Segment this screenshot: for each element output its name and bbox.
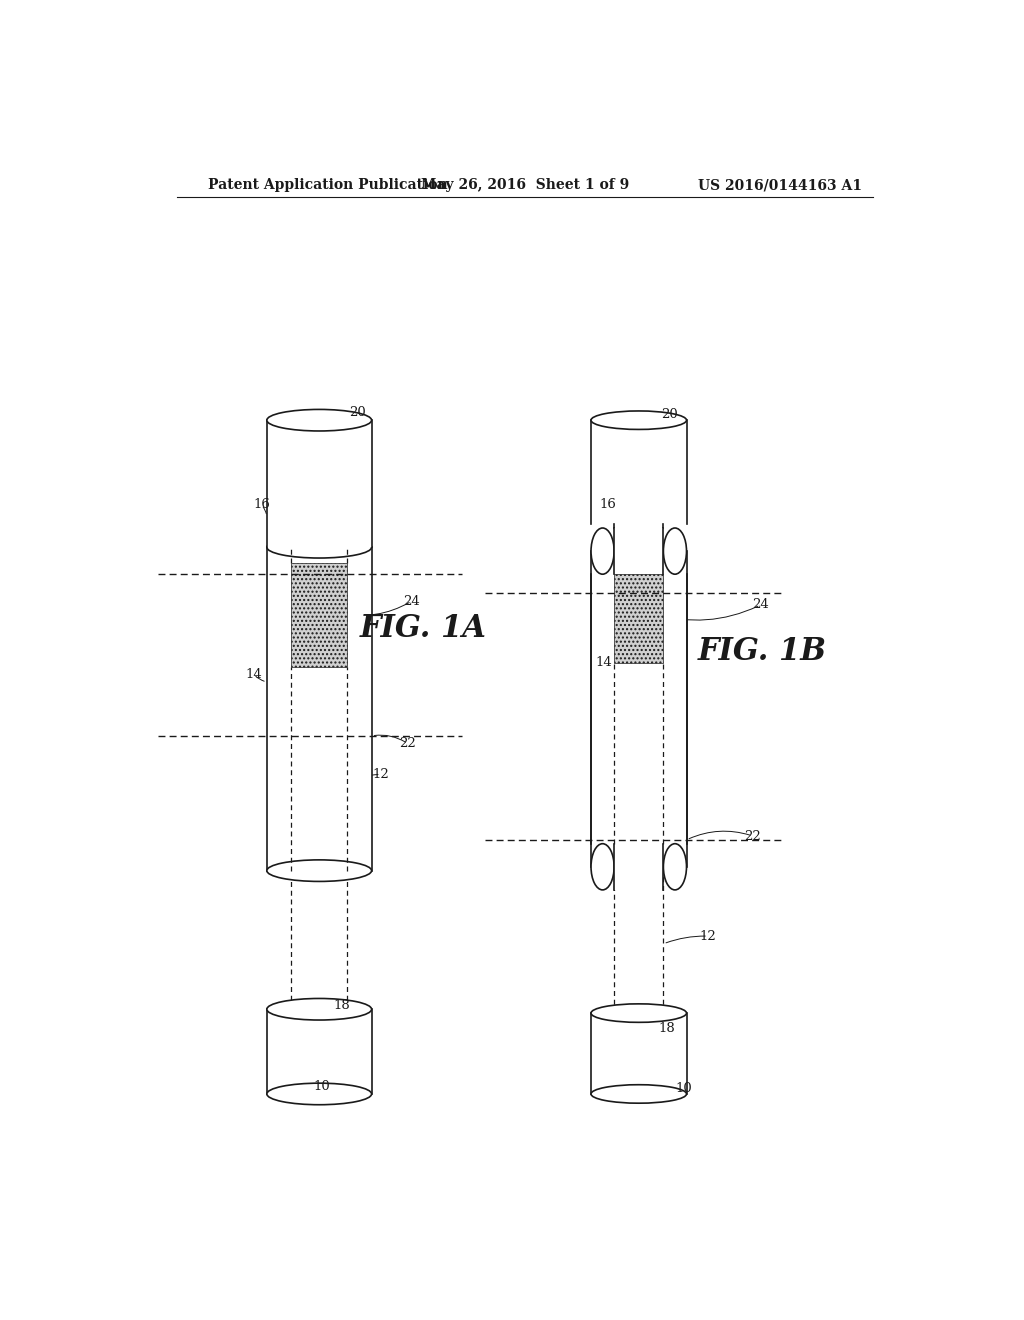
Polygon shape — [267, 420, 372, 548]
Text: 24: 24 — [752, 598, 769, 611]
Text: 10: 10 — [675, 1082, 692, 1096]
Polygon shape — [614, 574, 664, 663]
Text: 18: 18 — [334, 999, 350, 1012]
Ellipse shape — [591, 1003, 686, 1022]
Polygon shape — [591, 552, 686, 867]
Polygon shape — [267, 548, 372, 871]
Text: 12: 12 — [699, 929, 717, 942]
Text: 18: 18 — [658, 1022, 675, 1035]
Text: May 26, 2016  Sheet 1 of 9: May 26, 2016 Sheet 1 of 9 — [421, 178, 629, 193]
Text: 22: 22 — [399, 737, 416, 750]
Polygon shape — [614, 843, 664, 890]
Text: 20: 20 — [662, 408, 678, 421]
Polygon shape — [614, 528, 664, 574]
Text: US 2016/0144163 A1: US 2016/0144163 A1 — [698, 178, 862, 193]
Ellipse shape — [591, 1085, 686, 1104]
Text: 24: 24 — [403, 594, 420, 607]
Text: 14: 14 — [246, 668, 262, 681]
Text: 16: 16 — [253, 499, 270, 511]
Ellipse shape — [664, 528, 686, 574]
Ellipse shape — [267, 859, 372, 882]
Text: 10: 10 — [313, 1080, 330, 1093]
Polygon shape — [292, 562, 347, 667]
Text: 12: 12 — [373, 768, 389, 781]
Polygon shape — [267, 1010, 372, 1094]
Text: FIG. 1A: FIG. 1A — [359, 612, 486, 644]
Text: Patent Application Publication: Patent Application Publication — [208, 178, 447, 193]
Ellipse shape — [267, 1084, 372, 1105]
Text: 14: 14 — [596, 656, 612, 669]
Ellipse shape — [591, 843, 614, 890]
Polygon shape — [614, 524, 664, 528]
Text: 16: 16 — [599, 499, 616, 511]
Text: 20: 20 — [349, 407, 367, 418]
Text: FIG. 1B: FIG. 1B — [697, 636, 826, 667]
Ellipse shape — [664, 843, 686, 890]
Ellipse shape — [267, 409, 372, 430]
Ellipse shape — [591, 528, 614, 574]
Ellipse shape — [267, 998, 372, 1020]
Text: 22: 22 — [744, 829, 761, 842]
Polygon shape — [591, 420, 686, 524]
Polygon shape — [591, 1014, 686, 1094]
Ellipse shape — [591, 411, 686, 429]
Ellipse shape — [267, 536, 372, 558]
